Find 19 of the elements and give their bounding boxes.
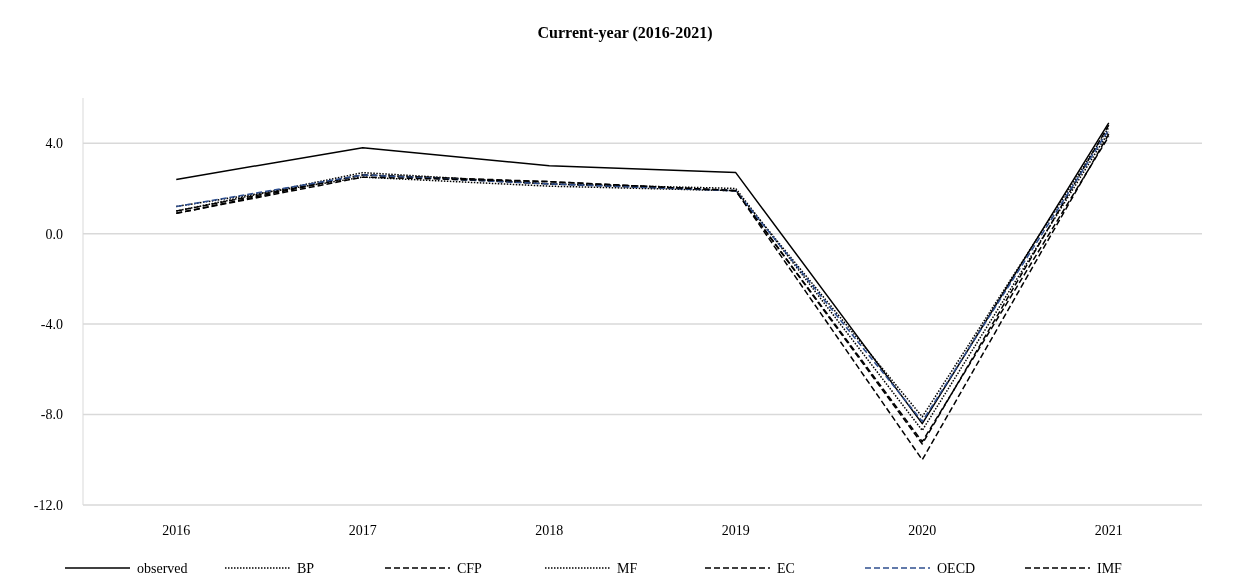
x-tick-label: 2019 [721,523,750,538]
x-tick-label: 2017 [348,523,377,538]
legend-label: observed [137,560,188,576]
legend-label: BP [297,560,315,576]
x-tick-label: 2020 [908,523,937,538]
chart-title: Current-year (2016-2021) [537,24,713,42]
x-tick-label: 2021 [1094,523,1123,538]
legend-label: OECD [937,560,976,576]
y-tick-label: -12.0 [33,497,63,513]
y-tick-label: 4.0 [45,136,63,152]
y-tick-label: -4.0 [40,317,63,333]
x-tick-label: 2016 [162,523,191,538]
x-tick-label: 2018 [535,523,564,538]
legend-label: EC [777,560,795,576]
legend-label: IMF [1097,560,1123,576]
y-tick-label: 0.0 [45,226,63,242]
legend-label: MF [617,560,638,576]
y-tick-label: -8.0 [40,407,63,423]
legend-label: CFP [457,560,483,576]
